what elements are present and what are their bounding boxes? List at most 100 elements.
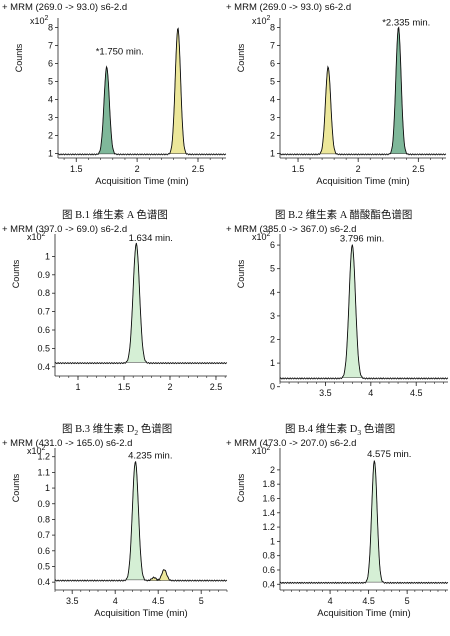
y-tick-label: 0.4 — [262, 579, 275, 589]
y-multiplier-base: x10 — [27, 446, 42, 456]
y-axis-label: Counts — [236, 43, 246, 72]
peak-annotation: *1.750 min. — [96, 46, 144, 57]
y-tick-label: 1.1 — [37, 467, 50, 477]
x-tick-label: 2.5 — [192, 164, 205, 174]
y-tick-label: 0.7 — [37, 530, 50, 540]
peak-fill-1 — [125, 460, 146, 581]
y-tick-label: 2 — [270, 335, 275, 345]
y-tick-label: 3 — [270, 112, 275, 122]
y-tick-label: 0.5 — [37, 561, 50, 571]
caption-b3: 图 B.3 维生素 D2 色谱图 — [62, 422, 172, 437]
y-tick-label: 7 — [48, 40, 53, 50]
x-tick-label: 3.5 — [319, 388, 332, 398]
y-tick-label: 6 — [270, 240, 275, 250]
peak-fill-1 — [365, 459, 384, 583]
y-tick-label: 0.6 — [37, 546, 50, 556]
y-tick-label: 0.6 — [37, 325, 50, 335]
y-tick-label: 0.4 — [37, 362, 50, 372]
x-axis-label: Acquisition Time (min) — [95, 176, 188, 187]
chart-panel-6: + MRM (473.0 -> 207.0) s6-2.d Counts x102 0… — [226, 438, 449, 619]
x-axis-label: Acquisition Time (min) — [316, 176, 409, 187]
x-axis-label: Acquisition Time (min) — [317, 608, 410, 619]
caption-b4-tail: 色谱图 — [361, 422, 395, 435]
chart-header: + MRM (269.0 -> 93.0) s6-2.d — [2, 2, 127, 13]
peak-fill-2 — [389, 26, 408, 154]
caption-b4: 图 B.4 维生素 D3 色谱图 — [285, 422, 395, 437]
y-multiplier-exponent: 2 — [42, 445, 46, 452]
y-axis-label: Counts — [236, 473, 246, 502]
y-tick-label: 1 — [45, 483, 50, 493]
y-axis-label: Counts — [11, 259, 21, 288]
x-tick-label: 1.5 — [70, 164, 83, 174]
y-tick-label: 5 — [270, 264, 275, 274]
y-tick-label: 1 — [48, 148, 53, 158]
x-tick-label: 4 — [328, 596, 333, 606]
y-tick-label: 0 — [270, 382, 275, 392]
x-tick-label: 4.5 — [410, 388, 423, 398]
x-tick-label: 4 — [368, 388, 373, 398]
chart-header: + MRM (397.0 -> 69.0) s6-2.d — [2, 224, 127, 235]
x-tick-label: 2 — [135, 164, 140, 174]
caption-b4-sub: 3 — [357, 428, 361, 437]
x-tick-label: 1 — [75, 382, 80, 392]
y-tick-label: 1 — [270, 148, 275, 158]
y-multiplier-base: x10 — [30, 16, 45, 26]
chart-header: + MRM (269.0 -> 93.0) s6-2.d — [226, 2, 351, 13]
y-tick-label: 1 — [45, 251, 50, 261]
chromatogram-trace — [279, 460, 449, 585]
y-tick-label: 0.8 — [262, 551, 275, 561]
y-tick-label: 1.8 — [262, 479, 275, 489]
chart-header: + MRM (385.0 -> 367.0) s6-2.d — [226, 224, 356, 235]
y-tick-label: 0.5 — [37, 343, 50, 353]
caption-b3-main: 图 B.3 维生素 D — [62, 422, 135, 435]
y-multiplier: x102 — [252, 231, 271, 242]
y-multiplier: x102 — [252, 15, 271, 26]
y-tick-label: 6 — [270, 58, 275, 68]
chart-panels: + MRM (269.0 -> 93.0) s6-2.dCountsx10212… — [2, 2, 449, 619]
y-tick-label: 2 — [270, 130, 275, 140]
chart-panel-1: + MRM (269.0 -> 93.0) s6-2.dCountsx10212… — [2, 2, 227, 187]
x-tick-label: 5 — [199, 596, 204, 606]
y-multiplier: x102 — [252, 445, 271, 456]
y-multiplier-base: x10 — [252, 446, 267, 456]
chart-panel-3: + MRM (397.0 -> 69.0) s6-2.dCountsx1020.… — [2, 224, 228, 392]
peak-fill-1 — [341, 244, 364, 378]
y-axis-label: Counts — [11, 473, 21, 502]
y-tick-label: 2 — [48, 130, 53, 140]
y-multiplier-base: x10 — [27, 232, 42, 242]
y-tick-label: 5 — [270, 76, 275, 86]
x-tick-label: 4.5 — [152, 596, 165, 606]
chromatogram-trace — [54, 460, 228, 582]
y-tick-label: 4 — [270, 287, 275, 297]
peak-annotation: 4.235 min. — [128, 450, 172, 461]
x-tick-label: 4.5 — [362, 596, 375, 606]
y-tick-label: 3 — [48, 112, 53, 122]
x-tick-label: 2.5 — [210, 382, 223, 392]
y-tick-label: 1.2 — [37, 452, 50, 462]
y-multiplier-exponent: 2 — [45, 15, 49, 22]
y-multiplier-exponent: 2 — [267, 231, 271, 238]
y-axis-label: Counts — [14, 43, 24, 72]
chart-panel-4: + MRM (385.0 -> 367.0) s6-2.dCountsx1020… — [226, 224, 449, 398]
y-multiplier: x102 — [27, 231, 46, 242]
y-tick-label: 1.4 — [262, 508, 275, 518]
chart-panel-2: + MRM (269.0 -> 93.0) s6-2.d Counts x102 1 2… — [226, 2, 447, 187]
y-tick-label: 7 — [270, 40, 275, 50]
peak-annotation: 1.634 min. — [129, 233, 173, 244]
chart-header: + MRM (431.0 -> 165.0) s6-2.d — [2, 438, 132, 449]
y-multiplier: x102 — [27, 445, 46, 456]
peak-annotation: 4.575 min. — [367, 449, 411, 460]
x-tick-label: 2 — [356, 164, 361, 174]
y-tick-label: 0.6 — [262, 565, 275, 575]
y-tick-label: 4 — [48, 94, 53, 104]
peak-fill-1 — [125, 242, 148, 363]
y-multiplier-exponent: 2 — [267, 445, 271, 452]
y-tick-label: 0.8 — [37, 288, 50, 298]
x-tick-label: 2 — [167, 382, 172, 392]
caption-b3-tail: 色谱图 — [138, 422, 172, 435]
peak-fill-2 — [168, 27, 188, 154]
y-multiplier-exponent: 2 — [42, 231, 46, 238]
y-multiplier: x102 — [30, 15, 49, 26]
caption-b3-sub: 2 — [134, 428, 138, 437]
